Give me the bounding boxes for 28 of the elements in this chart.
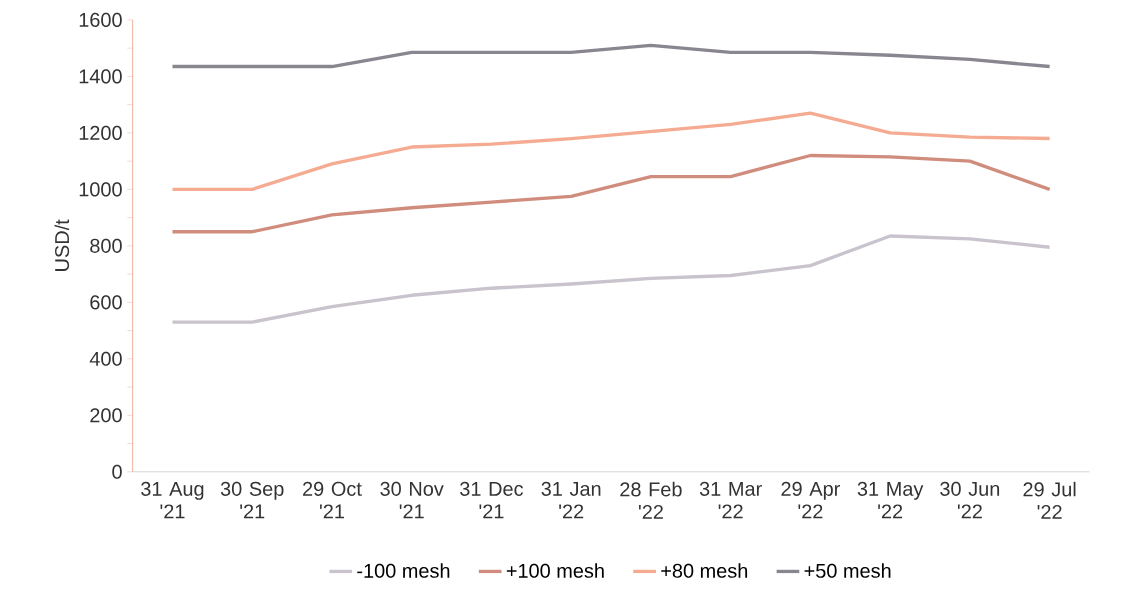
y-tick-label: 1000	[79, 182, 122, 197]
x-tick-label: 29 Oct '21	[303, 481, 362, 519]
x-tick-label: 30 Sep '21	[220, 481, 284, 519]
y-tick-label: 600	[90, 295, 122, 310]
legend-label: +50 mesh	[804, 563, 891, 578]
legend-label: -100 mesh	[357, 563, 450, 578]
legend-label: +100 mesh	[506, 563, 604, 578]
legend-label: +80 mesh	[661, 563, 748, 578]
x-tick-label: 30 Jun '22	[940, 481, 1000, 519]
x-tick-label: 28 Feb '22	[620, 481, 682, 519]
y-tick-label: 1400	[79, 69, 122, 84]
line-series	[170, 153, 1052, 234]
x-tick-label: 30 Nov '21	[380, 481, 444, 519]
y-tick-label: 200	[90, 408, 122, 423]
line-series	[170, 234, 1052, 324]
y-axis-title: USD/t	[54, 219, 70, 271]
y-tick-label: 400	[89, 351, 122, 366]
x-tick-label: 31 Mar '22	[699, 481, 762, 519]
x-tick-label: 31 May '22	[857, 481, 924, 519]
x-tick-label: 31 Jan '22	[541, 481, 601, 519]
x-tick-label: 31 Dec '21	[460, 481, 524, 519]
y-tick-label: 800	[90, 238, 122, 253]
x-tick-label: 29 Apr '22	[781, 481, 840, 519]
y-tick-label: 1200	[79, 125, 122, 140]
x-tick-label: 29 Jul '22	[1023, 481, 1076, 519]
y-tick-label: 0	[112, 464, 122, 479]
x-tick-label: 31 Aug '21	[141, 481, 204, 519]
y-tick-label: 1600	[79, 12, 122, 27]
